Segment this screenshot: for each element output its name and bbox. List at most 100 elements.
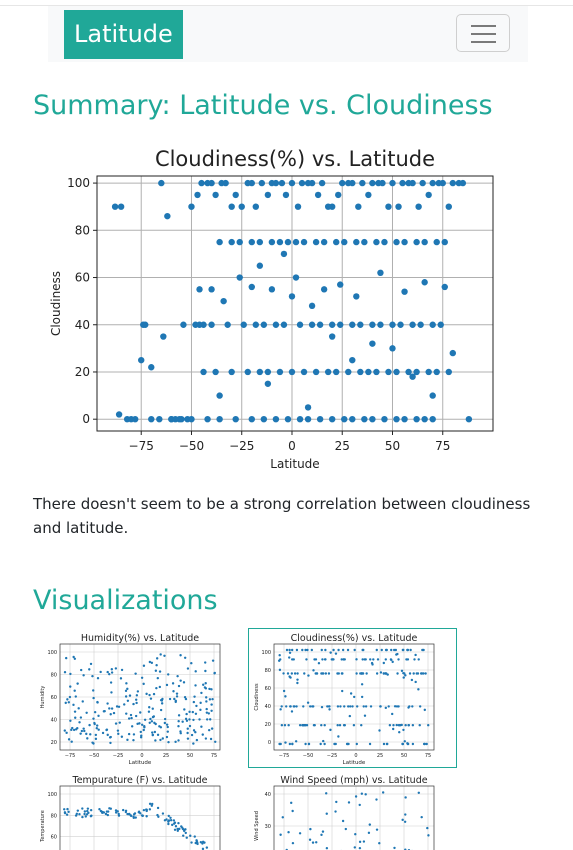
thumbnail-title: Tempurature (F) vs. Latitude [72,775,208,786]
thumbnail-point [210,688,212,690]
thumbnail-point [176,695,178,697]
wind-speed-thumbnail[interactable]: Wind Speed (mph) vs. Latitude203040Wind … [252,770,452,850]
navbar-toggle-button[interactable] [456,14,510,52]
data-point [425,369,431,375]
thumbnail-y-tick: 80 [51,813,57,819]
data-point [289,180,295,186]
temperature-thumbnail[interactable]: Tempurature (F) vs. Latitude406080100Tem… [38,770,238,850]
thumbnail-point [184,696,186,698]
data-point [369,340,375,346]
data-point [417,322,423,328]
thumbnail-point [152,716,154,718]
thumbnail-point [122,809,124,811]
data-point [164,213,170,219]
data-point [395,203,401,209]
data-point [245,180,251,186]
thumbnail-y-label: Humidity [40,686,46,709]
data-point [208,286,214,292]
thumbnail-y-tick: 20 [265,722,271,728]
thumbnail-y-tick: 100 [261,650,271,656]
thumbnail-point [175,825,177,827]
thumbnail-point [404,724,406,726]
thumbnail-point [179,679,181,681]
data-point [279,180,285,186]
thumbnail-point [289,743,291,745]
data-point [329,322,335,328]
thumbnail-point [149,661,151,663]
data-point [373,369,379,375]
data-point [194,192,200,198]
data-point [228,369,234,375]
data-point [405,180,411,186]
thumbnail-point [351,705,353,707]
thumbnail-point [162,737,164,739]
thumbnail-x-tick: 75 [211,753,217,759]
thumbnail-point [159,670,161,672]
thumbnail-point [92,689,94,691]
data-point [377,270,383,276]
thumbnail-point [140,731,142,733]
thumbnail-point [66,698,68,700]
thumbnail-point [402,672,404,674]
navbar-brand[interactable]: Latitude [64,10,183,59]
data-point [277,369,283,375]
thumbnail-point [185,713,187,715]
thumbnail-point [160,709,162,711]
thumbnail-point [364,793,366,795]
thumbnail-point [135,699,137,701]
thumbnail-x-label: Latitude [129,760,152,766]
thumbnail-point [205,700,207,702]
x-tick-label: 25 [335,439,350,453]
thumbnail-point [97,715,99,717]
x-tick-label: −50 [179,439,204,453]
thumbnail-point [211,727,213,729]
thumbnail-point [325,792,327,794]
data-point [319,180,325,186]
data-point [237,274,243,280]
data-point [345,369,351,375]
thumbnail-point [321,649,323,651]
thumbnail-point [191,734,193,736]
visualizations-heading: Visualizations [33,585,218,616]
data-point [373,239,379,245]
thumbnail-point [172,690,174,692]
data-point [180,322,186,328]
thumbnail-point [135,816,137,818]
thumbnail-point [129,694,131,696]
cloudiness-thumbnail[interactable]: Cloudiness(%) vs. Latitude020406080100−7… [252,628,452,768]
thumbnail-point [393,847,395,849]
data-point [434,239,440,245]
thumbnail-point [166,684,168,686]
thumbnail-point [324,649,326,651]
data-point [399,180,405,186]
data-point [401,416,407,422]
data-point [365,369,371,375]
thumbnail-point [424,709,426,711]
humidity-thumbnail[interactable]: Humidity(%) vs. Latitude20406080100−75−5… [38,628,238,768]
data-point [442,284,448,290]
thumbnail-point [95,734,97,736]
thumbnail-point [157,677,159,679]
thumbnail-point [130,815,132,817]
thumbnail-point [411,679,413,681]
thumbnail-point [335,652,337,654]
thumbnail-point [131,725,133,727]
thumbnail-point [88,724,90,726]
data-point [345,180,351,186]
thumbnail-point [176,692,178,694]
data-point [216,392,222,398]
thumbnail-point [92,697,94,699]
thumbnail-point [194,835,196,837]
thumbnail-y-tick: 40 [265,792,271,798]
data-point [188,416,194,422]
thumbnail-point [193,701,195,703]
data-point [257,369,263,375]
thumbnail-point [105,813,107,815]
thumbnail-point [80,716,82,718]
thumbnail-point [411,705,413,707]
thumbnail-point [353,649,355,651]
data-point [220,298,226,304]
thumbnail-point [302,705,304,707]
thumbnail-point [365,672,367,674]
